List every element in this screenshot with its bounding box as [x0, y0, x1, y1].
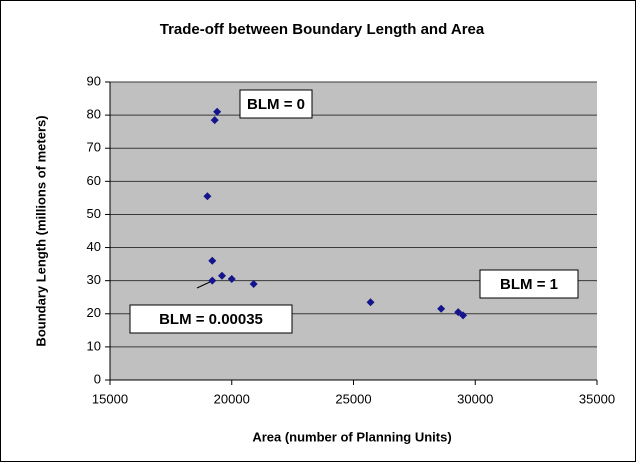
- y-tick-label: 30: [87, 272, 101, 287]
- x-axis-title: Area (number of Planning Units): [252, 429, 451, 444]
- y-tick-label: 0: [94, 371, 101, 386]
- annotation-box: [239, 89, 313, 119]
- y-tick-label: 60: [87, 173, 101, 188]
- point: [454, 308, 463, 317]
- point: [203, 192, 212, 201]
- x-tick-label: 15000: [92, 391, 128, 406]
- point: [210, 116, 219, 125]
- y-tick-label: 10: [87, 338, 101, 353]
- y-axis-title: Boundary Length (millions of meters): [33, 115, 48, 346]
- point: [208, 276, 217, 285]
- y-tick-label: 20: [87, 305, 101, 320]
- point: [213, 107, 222, 116]
- point: [366, 298, 375, 307]
- y-tick-label: 90: [87, 73, 101, 88]
- x-tick-label: 35000: [579, 391, 615, 406]
- x-tick-label: 20000: [214, 391, 250, 406]
- point: [218, 271, 227, 280]
- chart-title: Trade-off between Boundary Length and Ar…: [160, 21, 485, 38]
- y-tick-label: 80: [87, 107, 101, 122]
- point: [249, 279, 258, 288]
- x-tick-label: 25000: [335, 391, 371, 406]
- x-tick-label: 30000: [457, 391, 493, 406]
- y-tick-label: 70: [87, 140, 101, 155]
- point: [437, 304, 446, 313]
- annotation-box: [129, 304, 293, 334]
- plot-area: [110, 82, 597, 380]
- y-tick-label: 40: [87, 239, 101, 254]
- annotation: BLM = 1: [500, 276, 558, 293]
- point: [208, 256, 217, 265]
- annotation-connector: [196, 280, 213, 289]
- annotation-box: [479, 269, 579, 299]
- point: [459, 311, 468, 320]
- annotation: BLM = 0.00035: [159, 311, 263, 328]
- y-tick-label: 50: [87, 206, 101, 221]
- annotation: BLM = 0: [247, 96, 305, 113]
- point: [227, 275, 236, 284]
